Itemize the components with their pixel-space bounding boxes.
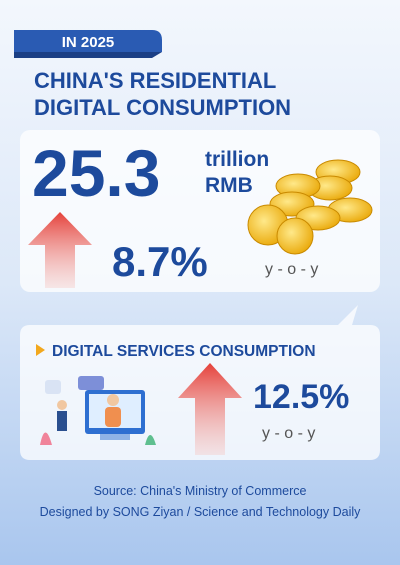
services-title: DIGITAL SERVICES CONSUMPTION bbox=[52, 343, 316, 360]
services-arrow bbox=[178, 363, 242, 455]
growth: 8.7% bbox=[112, 238, 208, 285]
growth-note: y - o - y bbox=[265, 261, 318, 278]
title-line: DIGITAL CONSUMPTION bbox=[34, 95, 291, 120]
footer-line: Designed by SONG Ziyan / Science and Tec… bbox=[40, 505, 362, 519]
amount: 25.3 bbox=[32, 136, 160, 210]
tag-shape bbox=[14, 30, 162, 52]
growth-arrow bbox=[28, 212, 92, 288]
unit-line: RMB bbox=[205, 174, 253, 197]
unit-line: trillion bbox=[205, 148, 269, 171]
bullet bbox=[36, 344, 45, 356]
services-growth: 12.5% bbox=[253, 378, 349, 416]
coins bbox=[247, 159, 373, 255]
illustration bbox=[40, 376, 156, 445]
tag-shadow bbox=[14, 52, 162, 58]
services-growth-note: y - o - y bbox=[262, 425, 315, 442]
title-line: CHINA'S RESIDENTIAL bbox=[34, 68, 276, 93]
footer-line: Source: China's Ministry of Commerce bbox=[94, 484, 307, 498]
tag-text: IN 2025 bbox=[62, 34, 115, 51]
